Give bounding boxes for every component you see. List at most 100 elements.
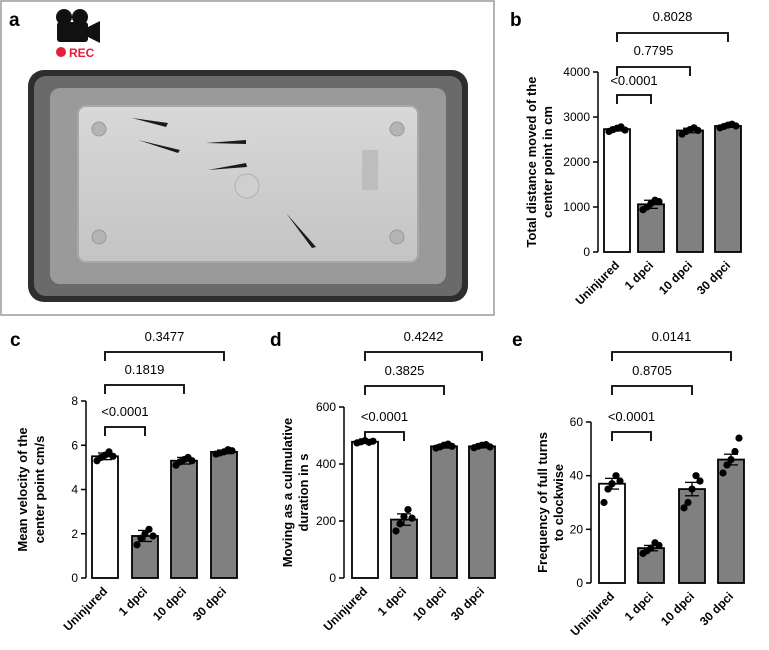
bar — [430, 445, 458, 579]
comparison-bracket — [611, 431, 652, 441]
data-point — [732, 122, 740, 130]
data-point — [400, 513, 408, 521]
x-tick-label: 1 dpci — [622, 258, 656, 292]
panel-letter: d — [270, 330, 282, 351]
x-tick-label: Uninjured — [573, 258, 622, 307]
panel-letter: b — [510, 10, 522, 31]
p-value-label: 0.0141 — [652, 329, 692, 344]
comparison-bracket — [104, 351, 225, 361]
data-point — [655, 198, 663, 206]
x-tick-label: Uninjured — [568, 589, 617, 638]
data-point — [133, 541, 141, 549]
y-axis-label: center point cm/s — [32, 436, 47, 544]
x-tick-label: 30 dpci — [697, 589, 736, 628]
data-point — [392, 527, 400, 535]
data-point — [694, 126, 702, 135]
comparison-bracket — [616, 66, 691, 76]
record-dot-icon — [56, 47, 66, 57]
x-tick-label: 10 dpci — [410, 584, 449, 623]
bar — [468, 445, 496, 579]
comparison-bracket — [364, 431, 405, 441]
p-value-label: 0.8705 — [632, 363, 672, 378]
p-value-label: 0.3825 — [385, 363, 425, 378]
y-axis-label: duration in s — [296, 454, 311, 532]
data-point — [600, 498, 608, 507]
data-point — [608, 480, 616, 488]
comparison-bracket — [364, 351, 483, 361]
bar — [91, 455, 119, 579]
data-point — [680, 504, 688, 512]
x-tick-label: 30 dpci — [190, 584, 229, 623]
data-point — [228, 447, 236, 455]
p-value-label: 0.1819 — [125, 362, 165, 377]
comparison-bracket — [104, 426, 146, 436]
comparison-bracket — [611, 385, 693, 395]
p-value-label: 0.7795 — [634, 43, 674, 58]
bar — [170, 459, 198, 579]
y-tick-label: 2000 — [563, 155, 590, 169]
data-point — [688, 485, 696, 493]
y-tick-label: 4000 — [563, 65, 590, 79]
comparison-bracket — [364, 385, 445, 395]
bar — [676, 129, 704, 253]
data-point — [621, 126, 629, 134]
y-tick-label: 8 — [71, 394, 78, 408]
x-tick-label: 1 dpci — [375, 584, 409, 618]
y-tick-label: 400 — [316, 457, 336, 471]
p-value-label: <0.0001 — [610, 73, 657, 88]
data-point — [145, 525, 153, 533]
data-point — [188, 457, 196, 465]
comparison-bracket — [616, 32, 729, 42]
data-point — [655, 541, 663, 550]
y-axis-label: center point in cm — [540, 106, 555, 218]
data-point — [616, 477, 624, 485]
y-tick-label: 0 — [329, 571, 336, 585]
x-tick-label: 10 dpci — [150, 584, 189, 623]
y-tick-label: 40 — [570, 469, 584, 483]
y-tick-label: 0 — [71, 571, 78, 585]
x-tick-label: 10 dpci — [658, 589, 697, 628]
y-axis-label: Frequency of full turns — [535, 432, 550, 573]
chart-b: b Total distance moved of the center point… — [510, 9, 742, 308]
comparison-bracket — [616, 94, 652, 104]
x-tick-label: 30 dpci — [694, 258, 733, 297]
data-point — [735, 434, 743, 442]
p-value-label: <0.0001 — [361, 409, 408, 424]
data-point — [404, 506, 412, 514]
data-point — [723, 461, 731, 469]
y-tick-label: 60 — [570, 415, 584, 429]
y-tick-label: 20 — [570, 522, 584, 536]
x-tick-label: Uninjured — [61, 584, 110, 633]
p-value-label: 0.4242 — [404, 329, 444, 344]
data-point — [612, 472, 620, 480]
data-point — [408, 514, 416, 522]
bar — [598, 482, 626, 584]
x-tick-label: 30 dpci — [448, 584, 487, 623]
comparison-bracket — [104, 384, 185, 394]
data-point — [696, 477, 704, 485]
data-point — [149, 532, 157, 540]
data-point — [396, 520, 404, 528]
y-axis-label: to clockwise — [551, 464, 566, 541]
data-point — [604, 485, 612, 493]
x-tick-label: 1 dpci — [116, 584, 150, 618]
p-value-label: <0.0001 — [101, 404, 148, 419]
bar — [351, 440, 379, 579]
p-value-label: 0.8028 — [653, 9, 693, 24]
x-tick-label: 10 dpci — [656, 258, 695, 297]
data-point — [731, 447, 739, 456]
rec-label: REC — [69, 46, 95, 60]
data-point — [448, 442, 456, 450]
y-tick-label: 6 — [71, 438, 78, 452]
fish-tank-photo — [28, 70, 468, 302]
y-axis-label: Total distance moved of the — [524, 77, 539, 248]
panel-letter: c — [10, 330, 21, 351]
data-point — [727, 455, 735, 464]
data-point — [109, 452, 117, 460]
p-value-label: 0.3477 — [145, 329, 185, 344]
chart-e: e Frequency of full turns to clockwise 0 20 4… — [512, 329, 745, 639]
y-tick-label: 3000 — [563, 110, 590, 124]
video-camera-icon — [56, 9, 100, 43]
panel-a-letter: a — [9, 10, 20, 31]
